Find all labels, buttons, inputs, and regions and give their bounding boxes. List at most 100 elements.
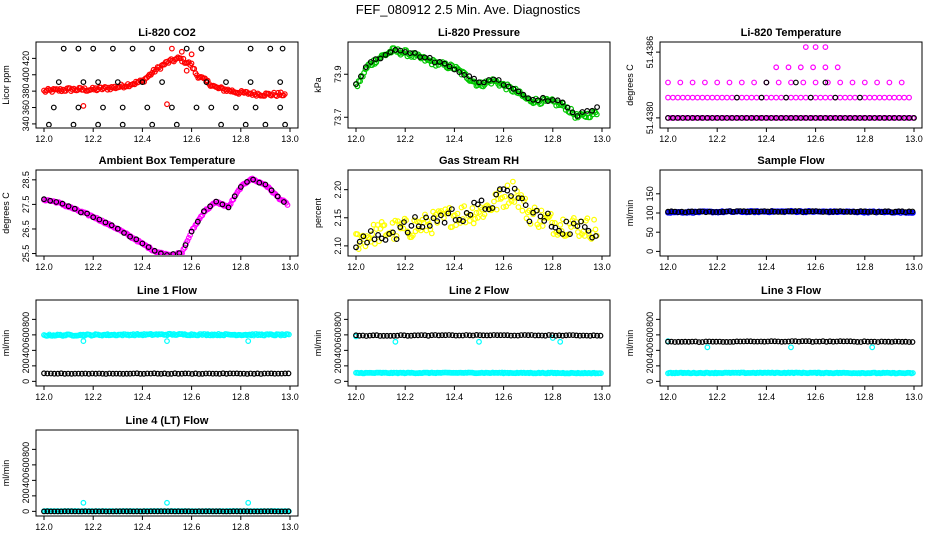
secondary-data-point	[99, 508, 106, 515]
y-tick-label: 200	[21, 488, 31, 503]
secondary-data-point	[771, 338, 778, 345]
secondary-data-point	[851, 338, 857, 345]
primary-data-point	[854, 114, 860, 121]
primary-data-point	[363, 65, 370, 71]
secondary-data-point	[415, 223, 422, 230]
primary-data-point	[775, 79, 782, 86]
primary-data-point	[454, 210, 461, 217]
secondary-data-point	[183, 45, 190, 52]
secondary-data-point	[185, 370, 192, 377]
secondary-data-point	[442, 332, 449, 339]
y-axis-label: ml/min	[625, 200, 635, 227]
primary-data-point	[712, 114, 719, 121]
secondary-data-point	[830, 338, 837, 345]
secondary-data-point	[282, 508, 289, 515]
secondary-data-point	[108, 222, 115, 229]
x-tick-label: 12.4	[134, 134, 152, 144]
secondary-data-point	[360, 233, 367, 240]
secondary-data-point	[885, 208, 892, 215]
secondary-data-point	[497, 332, 504, 339]
primary-data-point	[721, 114, 727, 121]
x-tick-label: 12.0	[347, 392, 365, 402]
secondary-data-point	[258, 371, 264, 377]
secondary-data-point	[665, 208, 671, 215]
secondary-data-point	[391, 332, 397, 339]
y-tick-label: 0	[333, 379, 343, 384]
primary-data-point	[598, 370, 604, 377]
secondary-data-point	[65, 508, 71, 515]
secondary-data-point	[522, 202, 529, 209]
secondary-data-point	[445, 210, 452, 217]
primary-data-point	[883, 114, 890, 121]
secondary-data-point	[737, 338, 744, 345]
secondary-data-point	[244, 371, 251, 377]
secondary-data-point	[356, 332, 363, 339]
secondary-data-point	[564, 104, 571, 111]
primary-data-point	[904, 114, 910, 121]
secondary-data-point	[909, 339, 916, 345]
secondary-data-point	[285, 370, 292, 377]
primary-data-point	[874, 114, 881, 121]
secondary-data-point	[570, 332, 576, 339]
y-tick-label: 50	[645, 227, 655, 237]
secondary-data-point	[532, 332, 538, 339]
secondary-data-point	[703, 209, 709, 216]
secondary-data-point	[412, 50, 418, 56]
secondary-data-point	[765, 338, 771, 345]
primary-data-point	[476, 338, 482, 345]
secondary-data-point	[382, 236, 389, 243]
primary-data-point	[834, 64, 841, 71]
primary-data-point	[478, 206, 485, 213]
primary-data-point	[428, 230, 435, 237]
x-tick-label: 12.0	[659, 262, 677, 272]
secondary-data-point	[127, 508, 134, 515]
secondary-data-point	[158, 250, 164, 255]
primary-data-point	[815, 114, 822, 121]
secondary-data-point	[262, 181, 269, 188]
secondary-data-point	[747, 338, 754, 345]
plot-frame	[35, 41, 299, 129]
secondary-data-point	[864, 338, 871, 345]
x-tick-label: 12.2	[708, 134, 726, 144]
secondary-data-point	[262, 121, 269, 127]
secondary-data-point	[813, 208, 819, 215]
primary-data-point	[515, 204, 522, 211]
secondary-data-point	[504, 332, 511, 339]
primary-data-point	[861, 79, 868, 86]
secondary-data-point	[114, 225, 121, 232]
secondary-data-point	[139, 79, 146, 85]
secondary-data-point	[109, 45, 116, 52]
secondary-data-point	[587, 332, 594, 339]
plot-area	[353, 178, 600, 253]
secondary-data-point	[899, 338, 906, 345]
panel-title: Gas Stream RH	[439, 155, 519, 167]
secondary-data-point	[61, 508, 68, 515]
x-tick-label: 12.8	[232, 522, 250, 532]
plot-area	[665, 207, 916, 216]
secondary-data-point	[751, 338, 757, 345]
secondary-data-point	[68, 508, 75, 515]
primary-data-point	[472, 215, 479, 222]
x-tick-label: 13.0	[281, 392, 299, 402]
secondary-data-point	[593, 233, 599, 239]
secondary-data-point	[90, 45, 97, 52]
primary-data-point	[504, 182, 511, 189]
primary-data-point	[785, 64, 792, 71]
x-tick-label: 12.4	[446, 392, 464, 402]
secondary-data-point	[809, 208, 816, 215]
secondary-data-point	[460, 218, 466, 225]
primary-data-point	[501, 193, 508, 200]
secondary-data-point	[85, 370, 92, 377]
primary-data-point	[788, 344, 794, 351]
secondary-data-point	[366, 332, 373, 339]
secondary-data-point	[199, 508, 206, 515]
secondary-data-point	[813, 338, 819, 345]
secondary-data-point	[716, 209, 723, 215]
primary-data-point	[824, 114, 831, 121]
secondary-data-point	[490, 332, 497, 338]
primary-data-point	[837, 79, 844, 86]
secondary-data-point	[716, 338, 723, 345]
secondary-data-point	[127, 370, 134, 377]
primary-data-point	[374, 222, 381, 228]
primary-data-point	[830, 114, 837, 121]
